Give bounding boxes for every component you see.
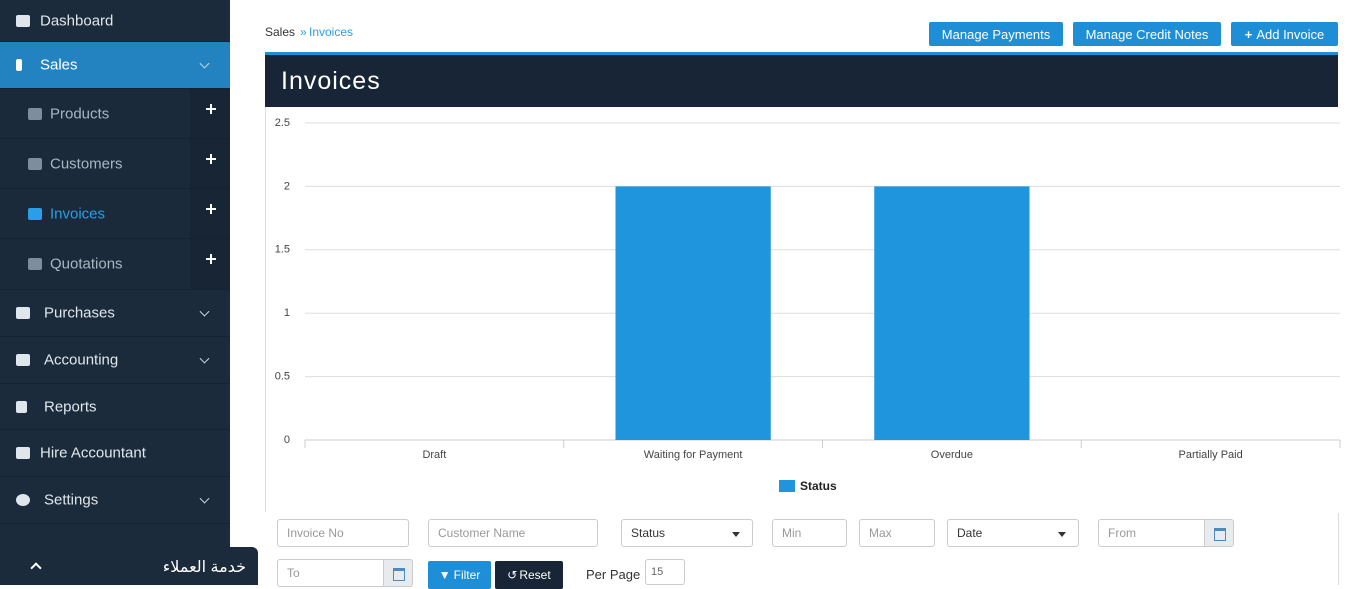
icon (28, 258, 42, 270)
y-tick-label: 1.5 (275, 244, 290, 256)
button[interactable]: Manage Credit Notes (1073, 22, 1221, 46)
add-button[interactable] (190, 239, 230, 289)
select[interactable]: Date (947, 519, 1079, 547)
button[interactable]: + Add Invoice (1231, 22, 1338, 46)
nav-item[interactable]: Accounting (0, 337, 230, 384)
nav-item[interactable]: Quotations (0, 239, 230, 290)
button-label: Filter (453, 568, 481, 582)
breadcrumb[interactable]: Sales (265, 25, 296, 39)
nav-item[interactable]: Products (0, 89, 230, 139)
bar (874, 186, 1030, 440)
input[interactable]: To (277, 559, 384, 587)
caret (30, 562, 42, 574)
reset-icon: ↺ (507, 568, 518, 582)
x-tick-label: Partially Paid (1179, 449, 1243, 461)
y-tick-label: 2 (284, 180, 290, 192)
x-tick-label: Waiting for Payment (644, 449, 743, 461)
nav-label: Products (50, 105, 110, 122)
support-bar[interactable]: خدمة العملاء (10, 547, 258, 585)
breadcrumb[interactable]: Invoices (309, 25, 354, 39)
calendar-button[interactable] (383, 559, 413, 587)
nav-label: Reports (44, 398, 97, 415)
nav-label: Dashboard (40, 12, 114, 29)
icon (16, 494, 30, 506)
nav-item[interactable]: Sales (0, 42, 230, 89)
y-tick-label: 1 (284, 307, 290, 319)
breadcrumb-sep: » (300, 25, 307, 39)
icon (16, 354, 30, 366)
chevron (199, 353, 210, 364)
chart: 0 0.5 1 1.5 2 2.5 Draft Waiting for Payment Over… (275, 117, 1341, 493)
nav-item[interactable]: Hire Accountant (0, 430, 230, 477)
add-button[interactable] (190, 89, 230, 138)
nav-label: Quotations (50, 255, 123, 273)
nav-item[interactable]: Settings (0, 477, 230, 524)
chevron (199, 306, 210, 317)
icon (16, 14, 30, 27)
chevron (199, 493, 210, 504)
input[interactable]: Min (772, 519, 847, 547)
nav-label: Customers (50, 155, 123, 172)
button-label: Add Invoice (1256, 26, 1325, 42)
select[interactable]: Status (621, 519, 753, 547)
icon (16, 59, 22, 71)
nav-label: Sales (40, 56, 78, 74)
button-label: Reset (519, 568, 551, 582)
icon (16, 307, 30, 319)
nav-item[interactable]: Purchases (0, 290, 230, 337)
icon (28, 207, 42, 220)
x-tick-label: Draft (422, 449, 446, 461)
nav-label: Purchases (44, 304, 115, 322)
panel-title: Invoices (281, 67, 381, 95)
nav-label: Invoices (50, 205, 106, 222)
icon (28, 107, 42, 120)
nav-label: Accounting (44, 351, 119, 369)
x-tick-label: Overdue (931, 449, 973, 461)
filter-icon: ▼ (438, 568, 451, 582)
y-tick-label: 2.5 (275, 117, 290, 129)
nav-item[interactable]: Invoices (0, 189, 230, 239)
calendar-button[interactable] (1204, 519, 1234, 547)
legend-swatch (779, 480, 795, 492)
select[interactable]: 15 (645, 559, 685, 585)
nav-label: Settings (44, 491, 99, 509)
button[interactable]: Manage Payments (929, 22, 1063, 46)
legend-label: Status (800, 479, 837, 493)
add-button[interactable] (190, 189, 230, 238)
per-page-label: Per Page (586, 567, 641, 582)
icon (16, 400, 27, 413)
panel-border (1338, 513, 1339, 585)
nav-item[interactable]: Reports (0, 384, 230, 430)
nav-item[interactable]: Dashboard (0, 0, 230, 42)
filter-button[interactable]: ▼ Filter (428, 561, 491, 589)
nav-label: Hire Accountant (40, 444, 146, 462)
bar (615, 186, 771, 440)
panel-border (265, 107, 266, 512)
input[interactable]: Customer Name (428, 519, 598, 547)
icon (28, 157, 42, 170)
input[interactable]: Invoice No (277, 519, 409, 547)
y-tick-label: 0 (284, 434, 290, 446)
add-button[interactable] (190, 139, 230, 188)
support-label: خدمة العملاء (162, 559, 246, 576)
nav-item[interactable]: Customers (0, 139, 230, 189)
input[interactable]: From (1098, 519, 1205, 547)
icon (16, 447, 30, 459)
input[interactable]: Max (859, 519, 935, 547)
reset-button[interactable]: ↺ Reset (495, 561, 563, 589)
plus-icon: + (1244, 26, 1253, 42)
chevron (199, 58, 210, 69)
panel-header: Invoices (265, 52, 1338, 107)
sidebar: Dashboard Sales Products Customers Invoi… (0, 0, 230, 585)
y-tick-label: 0.5 (275, 371, 290, 383)
